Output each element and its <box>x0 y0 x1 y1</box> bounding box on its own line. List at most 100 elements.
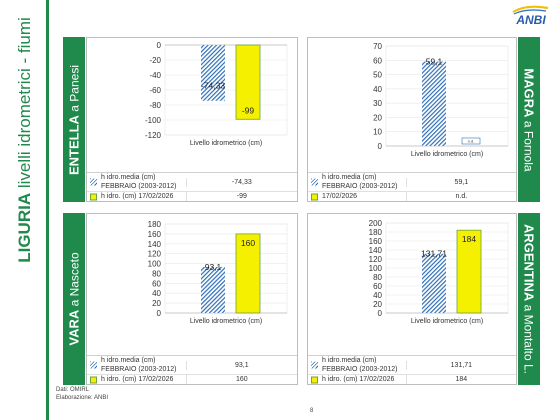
legend-label: h idro.media (cm) FEBBRAIO (2003-2012) <box>322 357 398 373</box>
data-label-bg <box>239 237 257 249</box>
legend-argentina: h idro.media (cm) FEBBRAIO (2003-2012) 1… <box>308 355 516 384</box>
legend-value: 184 <box>405 375 516 384</box>
bar-media <box>201 45 225 101</box>
legend-value: n.d. <box>405 192 516 201</box>
y-tick-label: 100 <box>369 264 383 273</box>
plot-area <box>164 223 288 314</box>
no-data-marker <box>461 137 481 145</box>
y-tick-label: 10 <box>373 128 382 137</box>
bar-media <box>201 266 225 313</box>
bar-media <box>422 253 446 313</box>
chart-vara: 180 160 140 120 100 80 60 40 20 0 93,1 160 Livello i… <box>86 213 298 385</box>
y-tick-label: 0 <box>378 142 383 151</box>
legend-vara: h idro.media (cm) FEBBRAIO (2003-2012) 9… <box>87 355 297 384</box>
page-title-bold: LIGURIA <box>15 192 34 263</box>
y-tick-label: 40 <box>152 289 161 298</box>
river-name-vara: VARA <box>66 309 82 346</box>
page-number: 8 <box>310 408 314 414</box>
hatch-swatch-icon <box>311 361 318 369</box>
page-title-rest: livelli idrometrici - fiumi <box>15 17 34 193</box>
y-tick-label: 70 <box>373 42 382 51</box>
y-tick-label: 0 <box>157 309 162 318</box>
legend-row: h idro.media (cm) FEBBRAIO (2003-2012) -… <box>87 173 297 191</box>
legend-label: h idro.media (cm) FEBBRAIO (2003-2012) <box>101 357 177 373</box>
data-label: 160 <box>241 238 255 248</box>
data-label: 184 <box>462 234 476 244</box>
page-title: LIGURIA livelli idrometrici - fiumi <box>15 17 35 263</box>
hatch-swatch-icon <box>90 178 97 186</box>
legend-label: h idro. (cm) 17/02/2026 <box>101 376 174 383</box>
y-tick-label: 100 <box>148 260 162 269</box>
station-name-vara: a Nasceto <box>67 252 82 310</box>
station-name-argentina: a Montalto L. <box>521 301 536 374</box>
x-category-label: Livello idrometrico (cm) <box>190 318 262 325</box>
legend-label: h idro.media (cm) FEBBRAIO (2003-2012) <box>101 174 177 190</box>
chart-argentina: 200 180 160 140 120 100 80 60 40 20 0 131,71 184 Live… <box>307 213 517 385</box>
data-label: 59,1 <box>426 57 443 67</box>
legend-value: 131,71 <box>405 360 516 370</box>
yellow-swatch-icon <box>90 193 97 200</box>
y-tick-label: 180 <box>148 220 162 229</box>
y-tick-label: 40 <box>373 85 382 94</box>
y-tick-label: 0 <box>378 309 383 318</box>
chart-magra: 70 60 50 40 30 20 10 0 59,1 n.d. Livello idrometri… <box>307 37 517 202</box>
data-label: 131,71 <box>421 249 447 259</box>
y-tick-label: 0 <box>157 41 162 50</box>
river-name-entella: ENTELLA <box>66 114 82 175</box>
legend-label: h idro.media (cm) FEBBRAIO (2003-2012) <box>322 174 398 190</box>
y-tick-label: 140 <box>369 246 383 255</box>
band-vara: VARA a Nasceto <box>63 213 85 385</box>
y-tick-label: 50 <box>373 71 382 80</box>
data-label-bg <box>460 234 478 246</box>
river-name-magra: MAGRA <box>521 67 537 118</box>
yellow-swatch-icon <box>311 193 318 200</box>
svg-text:ANBI: ANBI <box>515 13 546 26</box>
y-tick-label: 30 <box>373 99 382 108</box>
y-tick-label: 80 <box>373 273 382 282</box>
hatch-swatch-icon <box>90 361 97 369</box>
y-tick-label: 200 <box>369 219 383 228</box>
plot-area <box>385 45 509 147</box>
x-category-label: Livello idrometrico (cm) <box>411 151 483 158</box>
yellow-swatch-icon <box>90 376 97 383</box>
y-tick-label: -60 <box>149 86 161 95</box>
legend-magra: h idro.media (cm) FEBBRAIO (2003-2012) 5… <box>308 172 516 201</box>
y-tick-label: 20 <box>373 300 382 309</box>
legend-value: -99 <box>185 192 297 201</box>
data-label: n.d. <box>468 139 475 144</box>
chart-entella: 0 -20 -40 -60 -80 -100 -120 -74,33 -99 Livello id… <box>86 37 298 202</box>
station-name-magra: a Fornola <box>521 117 536 172</box>
bar-media <box>422 61 446 146</box>
legend-row: h idro. (cm) 17/02/2026 160 <box>87 374 297 384</box>
band-argentina: ARGENTINA a Montalto L. <box>518 213 540 385</box>
legend-label: h idro. (cm) 17/02/2026 <box>322 376 395 383</box>
station-name-entella: a Panesi <box>67 64 82 115</box>
legend-value: 160 <box>185 375 297 384</box>
data-label: -99 <box>242 105 255 115</box>
y-tick-label: -80 <box>149 101 161 110</box>
x-category-label: Livello idrometrico (cm) <box>411 318 483 325</box>
y-tick-label: 40 <box>373 291 382 300</box>
legend-value: 93,1 <box>185 360 297 370</box>
source-text: Dati: OMIRL <box>56 387 90 393</box>
legend-label: 17/02/2026 <box>322 193 358 200</box>
y-tick-label: -20 <box>149 56 161 65</box>
data-label: -74,33 <box>201 81 225 91</box>
y-tick-label: 160 <box>369 237 383 246</box>
yellow-swatch-icon <box>311 376 318 383</box>
legend-value: 59,1 <box>405 177 516 187</box>
hatch-swatch-icon <box>311 178 318 186</box>
legend-value: -74,33 <box>185 177 297 187</box>
y-tick-label: 60 <box>152 279 161 288</box>
band-magra: MAGRA a Fornola <box>518 37 540 202</box>
legend-row: h idro.media (cm) FEBBRAIO (2003-2012) 9… <box>87 356 297 374</box>
y-tick-label: -40 <box>149 71 161 80</box>
anbi-logo: ANBI <box>512 5 549 26</box>
x-category-label: Livello idrometrico (cm) <box>190 140 262 147</box>
y-tick-label: 120 <box>369 255 383 264</box>
y-tick-label: 140 <box>148 240 162 249</box>
y-tick-label: 20 <box>152 299 161 308</box>
legend-label: h idro. (cm) 17/02/2026 <box>101 193 174 200</box>
elaboration-text: Elaborazione: ANBI <box>56 395 109 401</box>
y-tick-label: 60 <box>373 282 382 291</box>
